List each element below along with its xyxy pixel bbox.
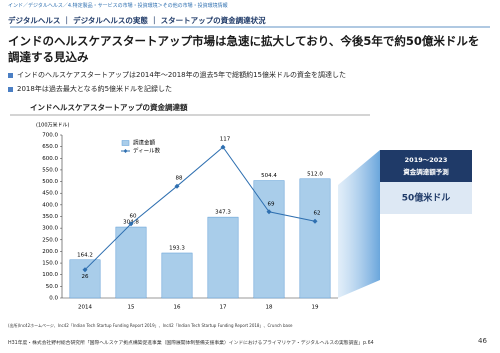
legend-label: 調達金額 [133, 139, 156, 147]
bar [115, 226, 147, 299]
y-tick-label: 650.0 [42, 144, 58, 150]
page-number: 46 [478, 337, 487, 345]
y-tick-label: 200.0 [42, 249, 58, 255]
line-marker [266, 209, 272, 215]
y-tick-label: 400.0 [42, 202, 58, 208]
source-note: (出所)Inc42ホームページ、Inc42「Indian Tech Startu… [8, 323, 293, 328]
y-tick-label: 500.0 [42, 179, 58, 185]
callout-period: 2019～2023 [405, 156, 448, 164]
y-axis-unit: (100万米ドル) [36, 122, 69, 129]
line-marker [82, 267, 88, 273]
y-tick-label: 150.0 [42, 261, 58, 267]
section-header: デジタルヘルス ｜ デジタルヘルスの実態 ｜ スタートアップの資金調達状況 [8, 16, 266, 25]
bar-value-label: 512.0 [307, 171, 323, 177]
line-value-label: 26 [82, 274, 89, 280]
line-value-label: 88 [176, 176, 183, 182]
line-marker [220, 144, 226, 150]
line-value-label: 69 [268, 201, 275, 207]
legend-swatch [123, 149, 128, 153]
y-tick-label: 550.0 [42, 167, 58, 173]
legend-label: ディール数 [133, 147, 161, 155]
chart-title: インドヘルスケアスタートアップの資金調達額 [30, 103, 188, 112]
bar [253, 180, 285, 299]
x-tick-label: 16 [174, 305, 181, 311]
bullet-marker [8, 73, 13, 78]
y-tick-label: 350.0 [42, 214, 58, 220]
slide-title: インドのヘルスケアスタートアップ市場は急速に拡大しており、今後5年で約50億米ド… [8, 34, 480, 64]
x-tick-label: 17 [220, 305, 227, 311]
bullet-marker [8, 87, 13, 92]
bar [207, 216, 239, 299]
y-tick-label: 700.0 [42, 133, 58, 139]
line-value-label: 60 [130, 213, 137, 219]
callout-label: 資金調達額予測 [403, 167, 449, 176]
y-tick-label: 0.0 [49, 296, 58, 302]
bar-value-label: 164.2 [77, 252, 93, 258]
x-tick-label: 18 [266, 305, 273, 311]
callout-value: 50億米ドル [402, 192, 451, 204]
bar [69, 259, 101, 299]
bar-value-label: 504.4 [261, 173, 277, 179]
x-tick-label: 19 [312, 305, 319, 311]
legend-swatch [121, 140, 130, 146]
bullet: インドのヘルスケアスタートアップは2014年～2018年の過去5年で総額約15億… [17, 71, 346, 79]
line-marker [312, 218, 318, 224]
forecast-fan [338, 150, 380, 298]
x-tick-label: 15 [128, 305, 135, 311]
y-tick-label: 250.0 [42, 237, 58, 243]
y-tick-label: 100.0 [42, 272, 58, 278]
y-tick-label: 300.0 [42, 226, 58, 232]
line-marker [174, 183, 180, 189]
y-tick-label: 600.0 [42, 156, 58, 162]
line-marker [128, 221, 134, 227]
callout-body [380, 182, 472, 214]
bar [161, 252, 193, 299]
bar [299, 178, 331, 299]
line [84, 146, 316, 271]
y-tick-label: 450.0 [42, 191, 58, 197]
footer: H31年度・株式会社野村総合研究所「国際ヘルスケア拠点構築促進事業（国際展開体制… [8, 341, 374, 346]
breadcrumb: インド／デジタルヘルス／4.特定製品・サービスの市場・投資環境＞その他の市場・投… [8, 3, 228, 9]
callout-header [380, 150, 472, 182]
bullet: 2018年は過去最大となる約5億米ドルを記録した [17, 85, 173, 93]
x-tick-label: 2014 [78, 305, 92, 311]
y-tick-label: 50.0 [46, 284, 59, 290]
bar-value-label: 193.3 [169, 245, 185, 251]
line-value-label: 62 [314, 211, 321, 217]
bar-value-label: 347.3 [215, 210, 231, 216]
line-value-label: 117 [220, 137, 231, 143]
